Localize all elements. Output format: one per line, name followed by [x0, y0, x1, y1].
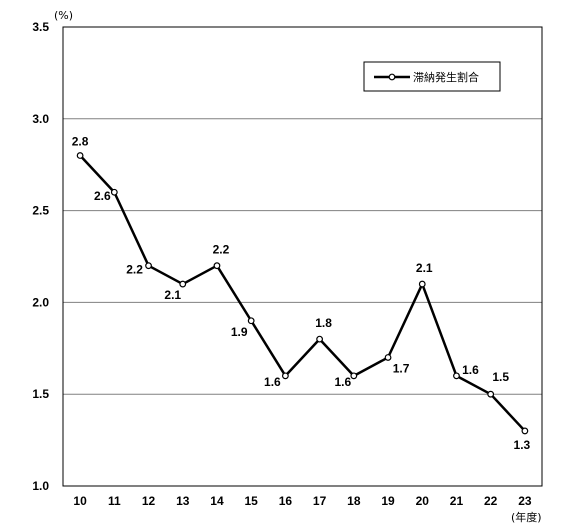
x-tick-label: 10	[73, 494, 87, 508]
data-label: 2.1	[164, 288, 181, 302]
data-label: 2.2	[126, 263, 143, 277]
x-tick-label: 21	[450, 494, 464, 508]
x-tick-label: 23	[518, 494, 532, 508]
y-tick-label: 2.5	[32, 204, 49, 218]
x-tick-label: 15	[244, 494, 258, 508]
data-label: 1.8	[315, 316, 332, 330]
data-label: 1.6	[334, 375, 351, 389]
x-tick-label: 19	[381, 494, 395, 508]
data-point	[521, 427, 529, 435]
data-point	[247, 317, 255, 325]
data-label: 1.9	[231, 325, 248, 339]
data-point	[281, 372, 289, 380]
data-point	[453, 372, 460, 380]
data-label: 1.3	[514, 438, 531, 452]
y-tick-label: 3.5	[32, 20, 49, 34]
x-tick-label: 17	[313, 494, 327, 508]
data-point	[487, 390, 495, 398]
x-tick-label: 14	[210, 494, 224, 508]
x-tick-label: 16	[279, 494, 293, 508]
series-line	[79, 154, 526, 432]
legend-marker	[388, 73, 396, 81]
x-tick-label: 22	[484, 494, 498, 508]
grid-lines	[63, 118, 542, 395]
data-point	[418, 280, 426, 288]
data-point	[76, 152, 84, 159]
x-tick-label: 18	[347, 494, 361, 508]
data-label: 1.6	[264, 375, 281, 389]
data-label: 2.6	[94, 189, 111, 203]
data-point	[213, 262, 221, 270]
data-point	[179, 280, 187, 288]
y-tick-label: 3.0	[32, 112, 49, 126]
data-point	[110, 188, 118, 196]
data-label: 2.8	[72, 135, 89, 149]
data-label: 2.1	[416, 261, 433, 275]
data-label: 1.7	[393, 361, 410, 375]
data-point	[350, 372, 358, 380]
x-axis-unit: (年度)	[511, 510, 542, 524]
x-tick-label: 13	[176, 494, 190, 508]
data-label: 1.6	[462, 363, 479, 377]
legend: 滞納発生割合	[363, 61, 501, 92]
x-axis-ticks: 10 11 12 13 14 15 16 17 18 19 20 21 22 23	[73, 494, 531, 508]
legend-label: 滞納発生割合	[413, 70, 479, 84]
y-axis-ticks: 1.0 1.5 2.0 2.5 3.0 3.5	[32, 20, 49, 493]
data-point	[384, 354, 392, 361]
y-tick-label: 2.0	[32, 295, 49, 309]
y-axis-unit: (%)	[54, 9, 73, 22]
x-tick-label: 12	[142, 494, 156, 508]
data-label: 1.5	[492, 370, 509, 384]
y-tick-label: 1.5	[32, 387, 49, 401]
x-tick-label: 20	[416, 494, 430, 508]
plot-area	[62, 26, 543, 487]
y-tick-label: 1.0	[32, 479, 49, 493]
data-point	[145, 262, 152, 270]
data-point	[316, 335, 324, 343]
data-label: 2.2	[213, 243, 230, 257]
series-group: 2.8 2.6 2.2 2.1 2.2 1.9 1.6 1.8 1.6 1.7 2.1 1.6 1.5 1…	[72, 135, 531, 452]
x-tick-label: 11	[108, 494, 121, 508]
